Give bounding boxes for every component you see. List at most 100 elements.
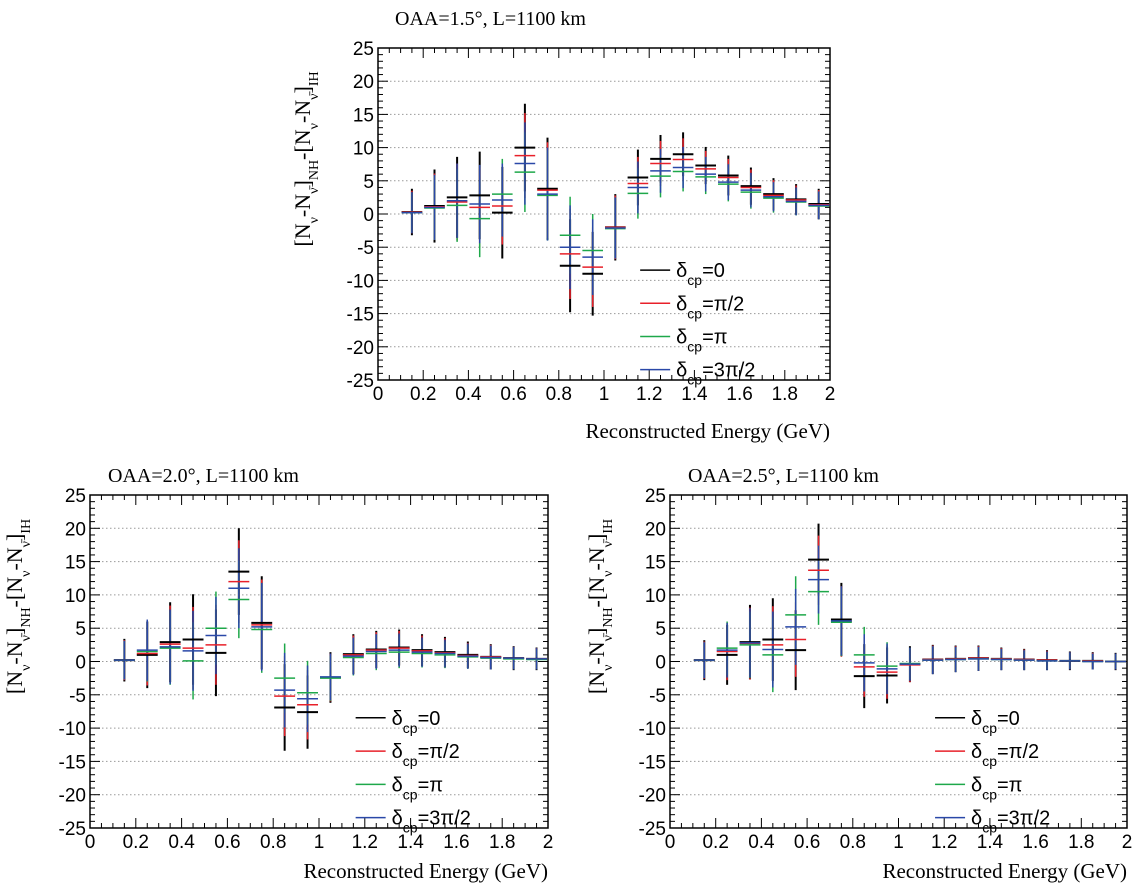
legend-label: δcp=π bbox=[676, 326, 727, 354]
y-tick-label: -20 bbox=[59, 786, 86, 807]
y-tick-label: 5 bbox=[363, 172, 374, 193]
x-tick-label: 0.8 bbox=[840, 832, 866, 853]
y-tick-label: 10 bbox=[65, 586, 86, 607]
legend-label: δcp=π bbox=[971, 774, 1022, 802]
x-tick-label: 1 bbox=[893, 832, 904, 853]
y-tick-label: 5 bbox=[655, 619, 666, 640]
y-tick-label: 15 bbox=[645, 553, 666, 574]
x-tick-label: 0 bbox=[665, 832, 676, 853]
legend-label: δcp=3π/2 bbox=[676, 360, 755, 388]
x-tick-label: 2 bbox=[543, 832, 554, 853]
legend-label: δcp=π/2 bbox=[676, 293, 744, 321]
x-tick-label: 0.4 bbox=[748, 832, 775, 853]
x-tick-label: 2 bbox=[825, 384, 836, 405]
chart-title: OAA=2.0°, L=1100 km bbox=[108, 465, 299, 487]
y-tick-label: 5 bbox=[75, 619, 86, 640]
series-4-markers bbox=[693, 578, 1126, 670]
y-tick-label: 15 bbox=[353, 105, 374, 126]
y-tick-label: 25 bbox=[353, 39, 374, 60]
y-axis-label: [Nν-Nν̄]NH-[Nν-Nν̄]IH bbox=[584, 519, 616, 694]
plot-frame bbox=[89, 494, 549, 829]
series-4 bbox=[703, 545, 1117, 695]
x-tick-label: 0.2 bbox=[123, 832, 149, 853]
series-3 bbox=[123, 560, 538, 725]
series-1-markers bbox=[401, 146, 829, 275]
x-tick-label: 0.4 bbox=[168, 832, 195, 853]
x-axis-label: Reconstructed Energy (GeV) bbox=[585, 419, 830, 443]
x-tick-label: 0.6 bbox=[794, 832, 820, 853]
x-tick-label: 1.4 bbox=[397, 832, 424, 853]
y-tick-label: 20 bbox=[353, 72, 374, 93]
x-tick-label: 0.6 bbox=[500, 384, 526, 405]
y-tick-label: 20 bbox=[65, 519, 86, 540]
chart-title: OAA=2.5°, L=1100 km bbox=[688, 465, 879, 487]
legend-label: δcp=0 bbox=[971, 708, 1020, 736]
x-tick-label: 0 bbox=[85, 832, 96, 853]
series-4-markers bbox=[113, 587, 547, 700]
legend-entry-3: δcp=π bbox=[935, 774, 1022, 802]
y-tick-label: 25 bbox=[65, 486, 86, 507]
y-tick-label: 0 bbox=[75, 653, 86, 674]
legend-label: δcp=π/2 bbox=[392, 741, 460, 769]
chart-panel-3: OAA=2.5°, L=1100 km2520151050-5-10-15-20… bbox=[584, 465, 1132, 883]
x-tick-label: 1.2 bbox=[636, 384, 662, 405]
y-tick-label: -20 bbox=[639, 786, 666, 807]
legend-entry-1: δcp=0 bbox=[355, 708, 441, 736]
y-tick-label: -5 bbox=[69, 686, 86, 707]
y-tick-label: -25 bbox=[347, 371, 374, 392]
legend-entry-2: δcp=π/2 bbox=[640, 293, 744, 321]
series-4 bbox=[411, 122, 820, 296]
legend-label: δcp=3π/2 bbox=[392, 808, 471, 836]
y-tick-label: 25 bbox=[645, 486, 666, 507]
legend-entry-1: δcp=0 bbox=[935, 708, 1020, 736]
legend-entry-4: δcp=3π/2 bbox=[640, 360, 755, 388]
x-tick-label: 1.2 bbox=[352, 832, 378, 853]
x-tick-label: 1.2 bbox=[931, 832, 957, 853]
y-axis-label: [Nν-Nν̄]NH-[Nν-Nν̄]IH bbox=[2, 519, 34, 694]
x-tick-label: 0 bbox=[373, 384, 384, 405]
y-tick-label: 10 bbox=[645, 586, 666, 607]
x-tick-label: 0.4 bbox=[455, 384, 482, 405]
y-tick-label: 15 bbox=[65, 553, 86, 574]
y-tick-label: 0 bbox=[655, 653, 666, 674]
legend-label: δcp=0 bbox=[392, 708, 441, 736]
legend-label: δcp=0 bbox=[676, 260, 725, 288]
series-4-markers bbox=[401, 162, 829, 258]
legend-entry-1: δcp=0 bbox=[640, 260, 725, 288]
x-tick-label: 0.2 bbox=[410, 384, 436, 405]
y-axis-label: [Nν-Nν̄]NH-[Nν-Nν̄]IH bbox=[290, 71, 322, 246]
chart-title: OAA=1.5°, L=1100 km bbox=[395, 8, 586, 30]
y-tick-label: -15 bbox=[639, 752, 666, 773]
x-tick-label: 0.8 bbox=[260, 832, 286, 853]
chart-panel-2: OAA=2.0°, L=1100 km2520151050-5-10-15-20… bbox=[2, 465, 553, 883]
y-tick-label: -15 bbox=[59, 752, 86, 773]
x-tick-label: 1.6 bbox=[1022, 832, 1048, 853]
y-tick-label: 10 bbox=[353, 139, 374, 160]
plot-frame bbox=[669, 494, 1128, 829]
legend-label: δcp=π/2 bbox=[971, 741, 1039, 769]
y-tick-label: 20 bbox=[645, 519, 666, 540]
x-tick-label: 0.2 bbox=[702, 832, 728, 853]
y-tick-label: -10 bbox=[347, 271, 374, 292]
x-tick-label: 1.6 bbox=[443, 832, 469, 853]
plot-frame bbox=[377, 47, 831, 381]
y-tick-label: -10 bbox=[639, 719, 666, 740]
x-axis-label: Reconstructed Energy (GeV) bbox=[303, 859, 548, 883]
legend-entry-3: δcp=π bbox=[640, 326, 728, 354]
y-tick-label: -20 bbox=[347, 338, 374, 359]
y-tick-label: -15 bbox=[347, 305, 374, 326]
x-tick-label: 1.8 bbox=[1068, 832, 1094, 853]
y-tick-label: -5 bbox=[649, 686, 666, 707]
legend-label: δcp=3π/2 bbox=[971, 808, 1050, 836]
legend-entry-2: δcp=π/2 bbox=[935, 741, 1039, 769]
legend-label: δcp=π bbox=[392, 774, 443, 802]
x-tick-label: 1.4 bbox=[681, 384, 708, 405]
chart-panel-1: OAA=1.5°, L=1100 km2520151050-5-10-15-20… bbox=[290, 8, 835, 443]
x-tick-label: 0.8 bbox=[546, 384, 572, 405]
x-tick-label: 1.6 bbox=[726, 384, 752, 405]
x-tick-label: 1 bbox=[314, 832, 325, 853]
x-axis-label: Reconstructed Energy (GeV) bbox=[882, 859, 1127, 883]
x-tick-label: 1.4 bbox=[977, 832, 1004, 853]
legend-entry-3: δcp=π bbox=[355, 774, 443, 802]
